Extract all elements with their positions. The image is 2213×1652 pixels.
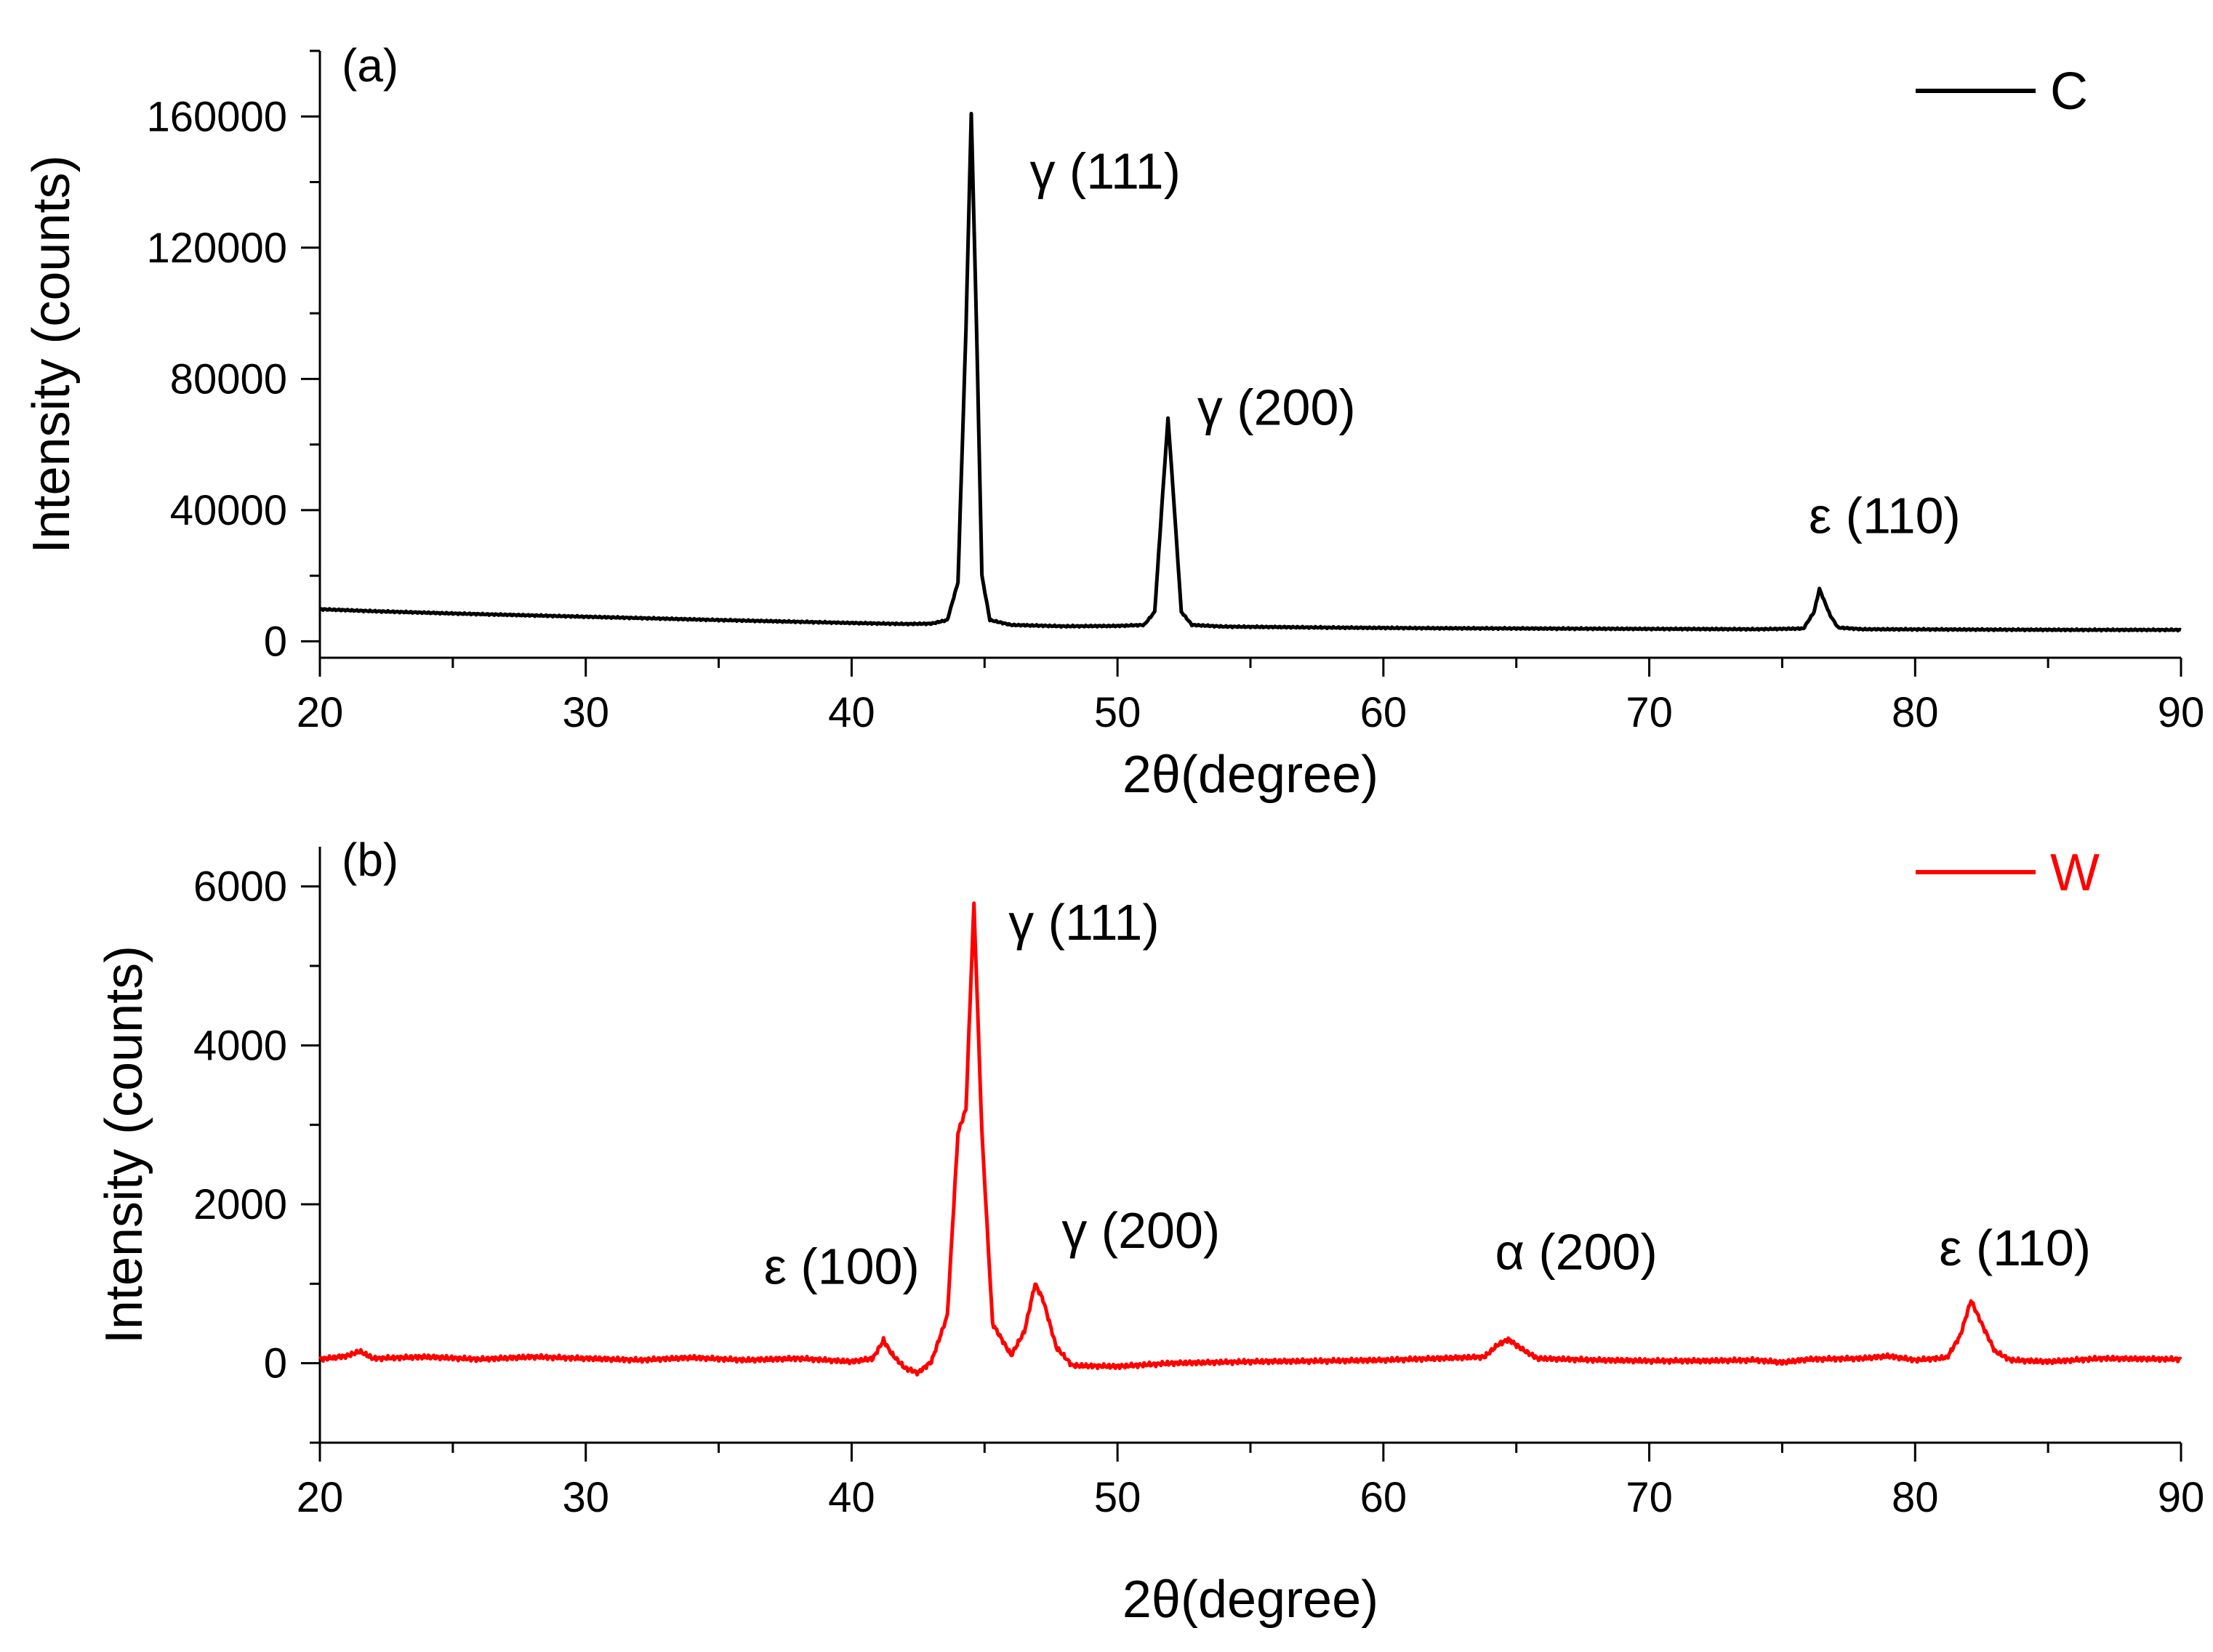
x-tick-label: 40: [828, 1474, 875, 1521]
peak-annotation: γ (200): [1197, 379, 1356, 436]
x-tick-label: 30: [562, 689, 609, 736]
peak-annotation: α (200): [1495, 1224, 1657, 1281]
legend-label: C: [2050, 63, 2088, 121]
chart-panel-b: 20 30 40 50 60 70 80 90 0 2000 4000 6000 2θ(degree) I…: [95, 834, 2204, 1629]
peak-annotation: ε (110): [1939, 1220, 2091, 1276]
peak-annotation: ε (110): [1809, 487, 1961, 544]
y-tick-label: 80000: [170, 355, 287, 403]
x-tick-label: 60: [1360, 1474, 1407, 1521]
peak-annotation: γ (111): [1008, 894, 1159, 951]
x-axis-label: 2θ(degree): [1122, 1571, 1378, 1629]
peak-annotation: ε (100): [764, 1238, 920, 1294]
x-tick-label: 80: [1892, 689, 1939, 736]
chart-panel-a: 20 30 40 50 60 70 80 90 0 40000 80000 120000 160000 2…: [23, 39, 2204, 804]
series-line-W: [318, 901, 2182, 1377]
y-tick-label: 120000: [146, 225, 287, 272]
x-tick-label: 40: [828, 689, 875, 736]
x-tick-label: 80: [1892, 1474, 1939, 1521]
panel-label: (a): [342, 39, 398, 92]
x-tick-label: 90: [2158, 1474, 2205, 1521]
y-tick-label: 0: [264, 618, 287, 665]
series-line-C: [319, 111, 2182, 633]
x-tick-label: 20: [297, 689, 344, 736]
x-tick-label: 50: [1094, 689, 1141, 736]
legend-label: W: [2050, 844, 2100, 902]
y-tick-label: 40000: [170, 487, 287, 534]
panel-label: (b): [342, 834, 398, 886]
y-tick-label: 6000: [193, 863, 287, 911]
y-axis-label: Intensity (counts): [23, 155, 81, 553]
x-tick-label: 70: [1626, 1474, 1673, 1521]
x-tick-label: 50: [1094, 1474, 1141, 1521]
y-tick-label: 2000: [193, 1181, 287, 1228]
x-tick-label: 70: [1626, 689, 1673, 736]
y-tick-label: 0: [264, 1340, 287, 1387]
y-axis-label: Intensity (counts): [95, 946, 153, 1344]
x-tick-label: 90: [2158, 689, 2205, 736]
x-tick-label: 30: [562, 1474, 609, 1521]
peak-annotation: γ (111): [1029, 143, 1180, 200]
y-tick-label: 4000: [193, 1022, 287, 1069]
peak-annotation: γ (200): [1061, 1202, 1220, 1259]
y-tick-label: 160000: [146, 93, 287, 140]
x-tick-label: 60: [1360, 689, 1407, 736]
x-axis-label: 2θ(degree): [1122, 746, 1378, 804]
x-tick-label: 20: [297, 1474, 344, 1521]
